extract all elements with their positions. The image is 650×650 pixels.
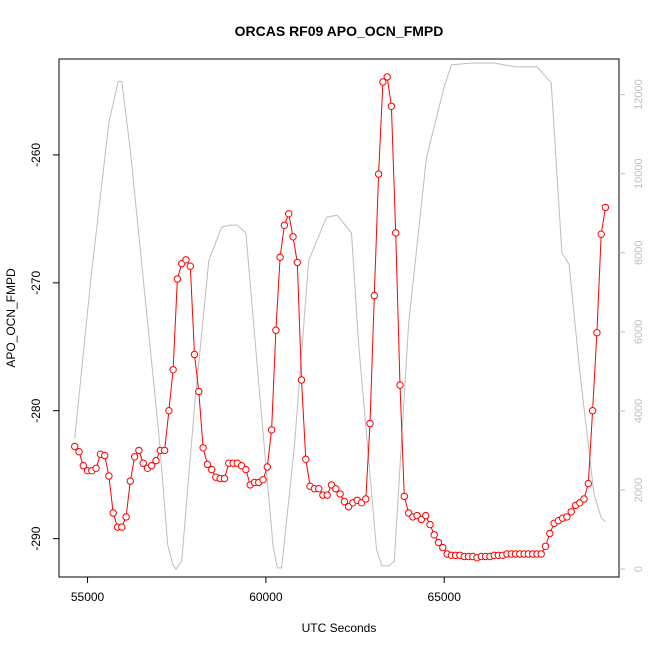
data-point (220, 474, 229, 483)
plot-frame (58, 58, 620, 578)
data-point (541, 542, 550, 550)
y2-tick-label: 10000 (633, 158, 645, 189)
data-point (130, 453, 139, 461)
y-tick-label: -270 (29, 270, 43, 294)
data-point (208, 465, 216, 474)
data-point (422, 511, 430, 520)
data-point (109, 509, 117, 517)
data-point (242, 465, 250, 474)
data-point (263, 463, 271, 471)
data-point (289, 233, 297, 241)
data-point (563, 513, 571, 521)
data-point (379, 78, 387, 86)
data-point (267, 426, 276, 434)
data-point (366, 419, 374, 428)
data-point (195, 387, 203, 396)
data-point (173, 275, 182, 283)
data-point (139, 459, 147, 467)
data-point (362, 495, 370, 503)
y2-axis: 0 2000 4000 6000 8000 10000 12000 (619, 79, 645, 572)
data-point (126, 477, 135, 485)
primary-series-line (74, 75, 606, 559)
data-point (396, 381, 404, 389)
data-point (601, 203, 610, 212)
data-point (374, 170, 383, 178)
data-point (152, 456, 160, 465)
data-point (387, 102, 396, 111)
data-point (272, 326, 280, 334)
data-point (392, 229, 400, 237)
data-point (293, 258, 301, 267)
chart-title: ORCAS RF09 APO_OCN_FMPD (235, 23, 444, 39)
data-point (199, 444, 207, 452)
data-point (588, 407, 597, 415)
data-point (135, 446, 143, 455)
x-tick-label: 65000 (428, 590, 462, 604)
secondary-series (74, 62, 606, 570)
data-point (280, 221, 289, 230)
data-point (276, 253, 284, 261)
data-point (315, 485, 323, 493)
data-point (118, 523, 126, 531)
data-point (160, 446, 169, 455)
x-tick-label: 60000 (249, 590, 283, 604)
y-axis-label: APO_OCN_FMPD (4, 268, 18, 368)
data-point (105, 472, 113, 480)
data-point (323, 491, 331, 499)
data-point (79, 462, 88, 470)
data-point (434, 538, 443, 547)
data-point (336, 490, 344, 498)
y-tick-label: -290 (29, 526, 43, 550)
x-axis: 55000 60000 65000 (71, 577, 461, 604)
data-point (430, 531, 438, 539)
data-point (71, 442, 79, 451)
data-point (203, 460, 212, 469)
data-point (165, 407, 173, 415)
data-point (546, 529, 554, 538)
y2-tick-label: 4000 (633, 399, 645, 423)
y-tick-label: -280 (29, 398, 43, 422)
y2-tick-label: 12000 (633, 79, 645, 110)
data-point (332, 485, 340, 493)
data-point (580, 495, 588, 503)
data-point (148, 462, 156, 470)
data-point (101, 451, 109, 460)
x-axis-label: UTC Seconds (302, 621, 377, 635)
y-axis: -260 -270 -280 -290 (29, 143, 59, 551)
data-point (400, 492, 408, 501)
data-point (593, 329, 601, 337)
data-point (584, 479, 592, 488)
primary-series (71, 73, 610, 562)
data-point (302, 455, 310, 463)
data-point (340, 497, 349, 506)
data-point (169, 366, 177, 374)
y2-tick-label: 6000 (633, 320, 645, 344)
data-point (597, 230, 605, 238)
data-point (297, 376, 306, 384)
data-point (439, 543, 447, 552)
data-point (75, 448, 83, 456)
data-point (537, 550, 545, 558)
data-point (92, 464, 100, 472)
data-point (122, 513, 130, 521)
y2-tick-label: 2000 (633, 478, 645, 502)
y-tick-label: -260 (29, 143, 43, 167)
data-point (186, 262, 195, 270)
x-tick-label: 55000 (71, 590, 105, 604)
data-point (383, 73, 391, 81)
data-point (285, 210, 293, 218)
data-point (370, 291, 378, 300)
data-point (426, 520, 434, 529)
y2-tick-label: 0 (633, 566, 645, 572)
data-point (259, 476, 267, 484)
data-point (182, 256, 190, 264)
data-point (190, 350, 199, 359)
data-point (567, 508, 575, 516)
secondary-series-line (74, 62, 606, 570)
y2-tick-label: 8000 (633, 241, 645, 265)
